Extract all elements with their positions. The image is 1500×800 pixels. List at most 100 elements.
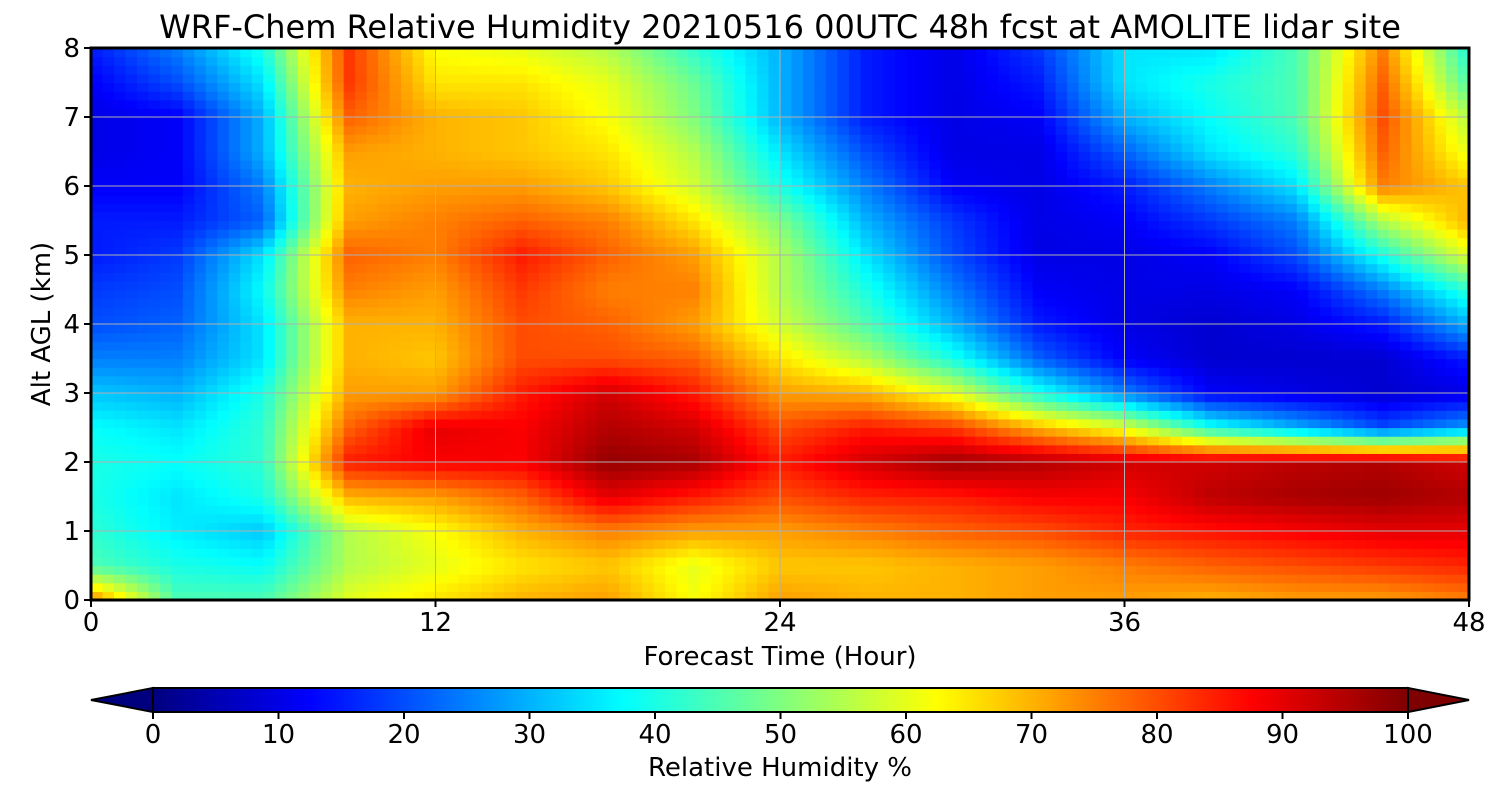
heatmap-cell <box>1078 565 1091 575</box>
heatmap-cell <box>492 375 505 385</box>
heatmap-cell <box>780 565 793 575</box>
heatmap-cell <box>1124 444 1137 454</box>
heatmap-cell <box>1158 410 1172 420</box>
heatmap-cell <box>1331 349 1344 360</box>
heatmap-cell <box>205 582 218 592</box>
heatmap-cell <box>791 479 804 489</box>
heatmap-cell <box>515 367 528 377</box>
heatmap-cell <box>1021 427 1034 437</box>
heatmap-cell <box>1342 246 1355 256</box>
heatmap-cell <box>1446 289 1459 299</box>
heatmap-cell <box>1090 505 1103 515</box>
heatmap-cell <box>1101 522 1114 532</box>
heatmap-cell <box>917 487 930 498</box>
heatmap-cell <box>1411 263 1424 273</box>
heatmap-cell <box>320 358 333 368</box>
heatmap-cell <box>561 401 574 411</box>
heatmap-cell <box>837 505 850 515</box>
heatmap-cell <box>940 306 953 316</box>
heatmap-cell <box>1009 548 1022 558</box>
heatmap-cell <box>527 289 540 299</box>
heatmap-cell <box>894 255 907 265</box>
heatmap-cell <box>1296 280 1309 291</box>
heatmap-cell <box>722 341 735 351</box>
heatmap-cell <box>1009 496 1022 506</box>
heatmap-cell <box>91 289 104 299</box>
heatmap-cell <box>906 522 919 532</box>
heatmap-cell <box>125 410 138 420</box>
heatmap-cell <box>722 591 735 600</box>
heatmap-cell <box>883 358 896 368</box>
heatmap-cell <box>986 367 999 377</box>
heatmap-cell <box>561 418 574 429</box>
heatmap-cell <box>848 539 861 549</box>
heatmap-cell <box>205 401 218 411</box>
heatmap-cell <box>102 272 115 282</box>
heatmap-cell <box>1342 375 1355 385</box>
heatmap-cell <box>240 306 253 316</box>
heatmap-cell <box>734 427 747 437</box>
heatmap-cell <box>136 306 150 316</box>
heatmap-cell <box>573 479 586 489</box>
heatmap-cell <box>1457 410 1469 420</box>
heatmap-cell <box>837 289 850 299</box>
heatmap-cell <box>757 324 770 334</box>
heatmap-cell <box>228 393 241 403</box>
heatmap-cell <box>1434 315 1447 325</box>
heatmap-cell <box>1446 453 1459 463</box>
heatmap-cell <box>848 315 861 325</box>
heatmap-cell <box>607 513 620 523</box>
heatmap-cell <box>125 462 138 472</box>
heatmap-cell <box>1365 470 1378 480</box>
heatmap-cell <box>1032 513 1045 523</box>
heatmap-cell <box>1009 401 1022 411</box>
heatmap-cell <box>665 539 678 549</box>
heatmap-cell <box>1181 280 1194 291</box>
heatmap-cell <box>389 341 402 351</box>
heatmap-cell <box>688 298 701 308</box>
heatmap-cell <box>538 298 551 308</box>
heatmap-cell <box>1078 410 1091 420</box>
heatmap-cell <box>1342 487 1355 498</box>
heatmap-cell <box>217 582 230 592</box>
heatmap-cell <box>136 324 150 334</box>
heatmap-cell <box>768 531 781 541</box>
heatmap-cell <box>1170 306 1183 316</box>
heatmap-cell <box>125 505 138 515</box>
heatmap-cell <box>596 487 609 498</box>
heatmap-cell <box>791 324 804 334</box>
heatmap-cell <box>1423 255 1436 265</box>
heatmap-cell <box>159 479 172 489</box>
heatmap-cell <box>986 565 999 575</box>
heatmap-cell <box>1296 410 1309 420</box>
heatmap-cell <box>1388 479 1401 489</box>
heatmap-cell <box>228 384 241 394</box>
heatmap-cell <box>1055 522 1068 532</box>
heatmap-cell <box>837 574 850 584</box>
heatmap-cell <box>194 237 207 247</box>
heatmap-cell <box>171 582 184 592</box>
heatmap-cell <box>1193 263 1206 273</box>
heatmap-cell <box>917 298 930 308</box>
heatmap-cell <box>171 574 184 584</box>
heatmap-cell <box>1250 444 1263 454</box>
heatmap-cell <box>343 401 356 411</box>
heatmap-cell <box>91 272 104 282</box>
heatmap-cell <box>1135 418 1149 429</box>
heatmap-cell <box>917 496 930 506</box>
heatmap-cell <box>1204 246 1217 256</box>
heatmap-cell <box>492 556 505 567</box>
heatmap-cell <box>194 462 207 472</box>
heatmap-cell <box>1216 272 1229 282</box>
heatmap-cell <box>412 358 425 368</box>
heatmap-cell <box>332 513 345 523</box>
heatmap-cell <box>584 444 597 454</box>
heatmap-cell <box>389 393 402 403</box>
heatmap-cell <box>297 332 310 342</box>
heatmap-cell <box>194 591 207 600</box>
heatmap-cell <box>711 298 724 308</box>
heatmap-cell <box>343 384 356 394</box>
heatmap-cell <box>1411 522 1424 532</box>
heatmap-cell <box>1331 487 1344 498</box>
heatmap-cell <box>378 513 391 523</box>
